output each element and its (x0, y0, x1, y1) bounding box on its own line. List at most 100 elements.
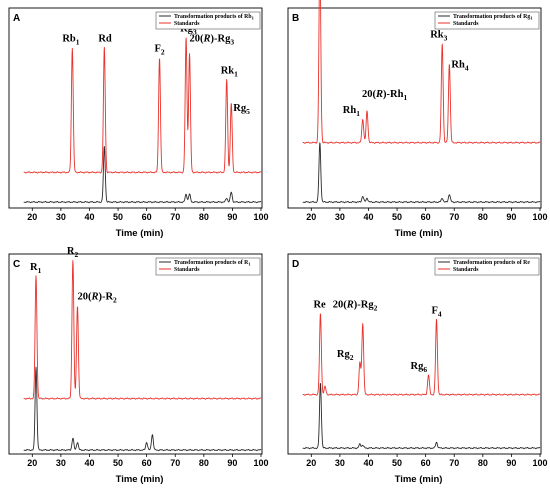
x-axis-title: Time (min) (116, 474, 164, 485)
peak-label-subscript: 3 (230, 38, 234, 47)
x-tick-label: 50 (113, 458, 123, 468)
trace-standards (302, 313, 541, 396)
peak-label-subscript: 1 (38, 266, 42, 275)
x-tick-label: 50 (113, 212, 123, 222)
peak-label: Rb1 (62, 34, 79, 47)
x-tick-label: 100 (532, 212, 547, 222)
x-tick-label: 80 (199, 212, 209, 222)
peak-label-main: Rg (233, 103, 247, 114)
peak-label: Rk3 (430, 30, 447, 43)
peak-label-main: Rh (451, 59, 465, 70)
x-tick-label: 40 (84, 212, 94, 222)
legend-entry-text: Standards (174, 21, 200, 27)
peak-label: R1 (30, 262, 42, 275)
peak-label: R2 (67, 246, 79, 259)
x-tick-label: 30 (335, 458, 345, 468)
x-tick-label: 70 (449, 458, 459, 468)
peak-label-main: Rg (411, 361, 425, 372)
peak-label: Rk1 (221, 65, 238, 78)
peak-label-subscript: 3 (444, 34, 448, 43)
x-tick-label: 100 (253, 212, 268, 222)
x-tick-label: 20 (27, 458, 37, 468)
x-tick-label: 60 (142, 212, 152, 222)
legend-entry-text: Transformation products of Rb (174, 14, 252, 20)
trace-products (302, 142, 541, 204)
x-tick-label: 40 (363, 458, 373, 468)
peak-label-main: Re (313, 299, 326, 310)
peak-label-subscript: 2 (113, 296, 117, 305)
x-tick-label: 70 (170, 458, 180, 468)
peak-label-main: Rk (430, 30, 444, 41)
panel-label: C (13, 259, 20, 270)
peak-label-main: F (432, 305, 438, 316)
trace-products (23, 366, 262, 452)
legend-entry: Transformation products of Rg1 (453, 14, 533, 21)
x-tick-label: 70 (170, 212, 180, 222)
peak-label: 20(R)-Rg2 (333, 299, 378, 312)
peak-label-main: 20( (190, 34, 205, 45)
peak-label-italic: R (90, 292, 98, 303)
trace-standards (302, 0, 541, 144)
peak-label-subscript: 2 (374, 303, 378, 312)
peak-label-subscript: 4 (465, 63, 469, 72)
x-tick-label: 30 (56, 212, 66, 222)
peak-label-subscript: 2 (350, 353, 354, 362)
legend-entry-text: Standards (453, 21, 479, 27)
panel-frame (287, 253, 542, 455)
peak-label-main: Rk (221, 65, 235, 76)
peak-label: Rg6 (411, 361, 428, 374)
peak-label: 20(R)-Rg3 (190, 34, 235, 47)
legend-entry: Transformation products of R1 (174, 260, 251, 267)
peak-label-subscript: 1 (356, 109, 360, 118)
peak-label-main: 20( (77, 292, 92, 303)
x-tick-label: 60 (142, 458, 152, 468)
legend-entry-text: Transformation products of Re (453, 260, 530, 266)
legend-box (434, 11, 540, 30)
peak-label-italic: R (346, 299, 354, 310)
legend-entry-text: Transformation products of Rg (453, 14, 530, 20)
peak-label-main: 20( (333, 299, 348, 310)
peak-label-subscript: 2 (74, 250, 78, 259)
x-tick-label: 20 (306, 212, 316, 222)
legend-entry: Standards (174, 267, 200, 273)
x-tick-label: 30 (335, 212, 345, 222)
peak-label-subscript: 1 (234, 69, 238, 78)
legend-entry: Standards (174, 21, 200, 27)
legend-entry-subscript: 1 (248, 262, 251, 267)
peak-label: Rh4 (451, 59, 468, 72)
peak-label-subscript: 5 (246, 107, 250, 116)
x-tick-label: 20 (306, 458, 316, 468)
x-axis-title: Time (min) (116, 228, 164, 239)
x-tick-label: 40 (363, 212, 373, 222)
peak-label-subscript: 2 (161, 48, 165, 57)
x-tick-label: 80 (478, 458, 488, 468)
peak-label-italic: R (203, 34, 211, 45)
x-tick-label: 50 (392, 212, 402, 222)
panel-label: D (292, 259, 299, 270)
peak-label-tail: )-Rg (354, 299, 375, 310)
legend-entry: Standards (453, 267, 479, 273)
peak-label-main: F (155, 44, 161, 55)
x-axis-title: Time (min) (395, 228, 443, 239)
legend-entry: Transformation products of Rb1 (174, 14, 255, 21)
legend-box (434, 257, 540, 276)
legend-box (155, 11, 261, 30)
peak-label: 20(R)-Rh1 (362, 89, 407, 102)
peak-label-tail: )-Rg (211, 34, 232, 45)
peak-label: 20(R)-R2 (77, 292, 117, 305)
panel-frame (8, 253, 263, 455)
peak-label-subscript: 1 (403, 93, 407, 102)
legend-entry-subscript: 1 (530, 16, 533, 21)
x-axis-title: Time (min) (395, 474, 443, 485)
peak-label: Rg5 (233, 103, 250, 116)
peak-label: F2 (155, 44, 165, 57)
peak-label-subscript: 4 (438, 309, 442, 318)
legend-entry-text: Standards (174, 267, 200, 273)
